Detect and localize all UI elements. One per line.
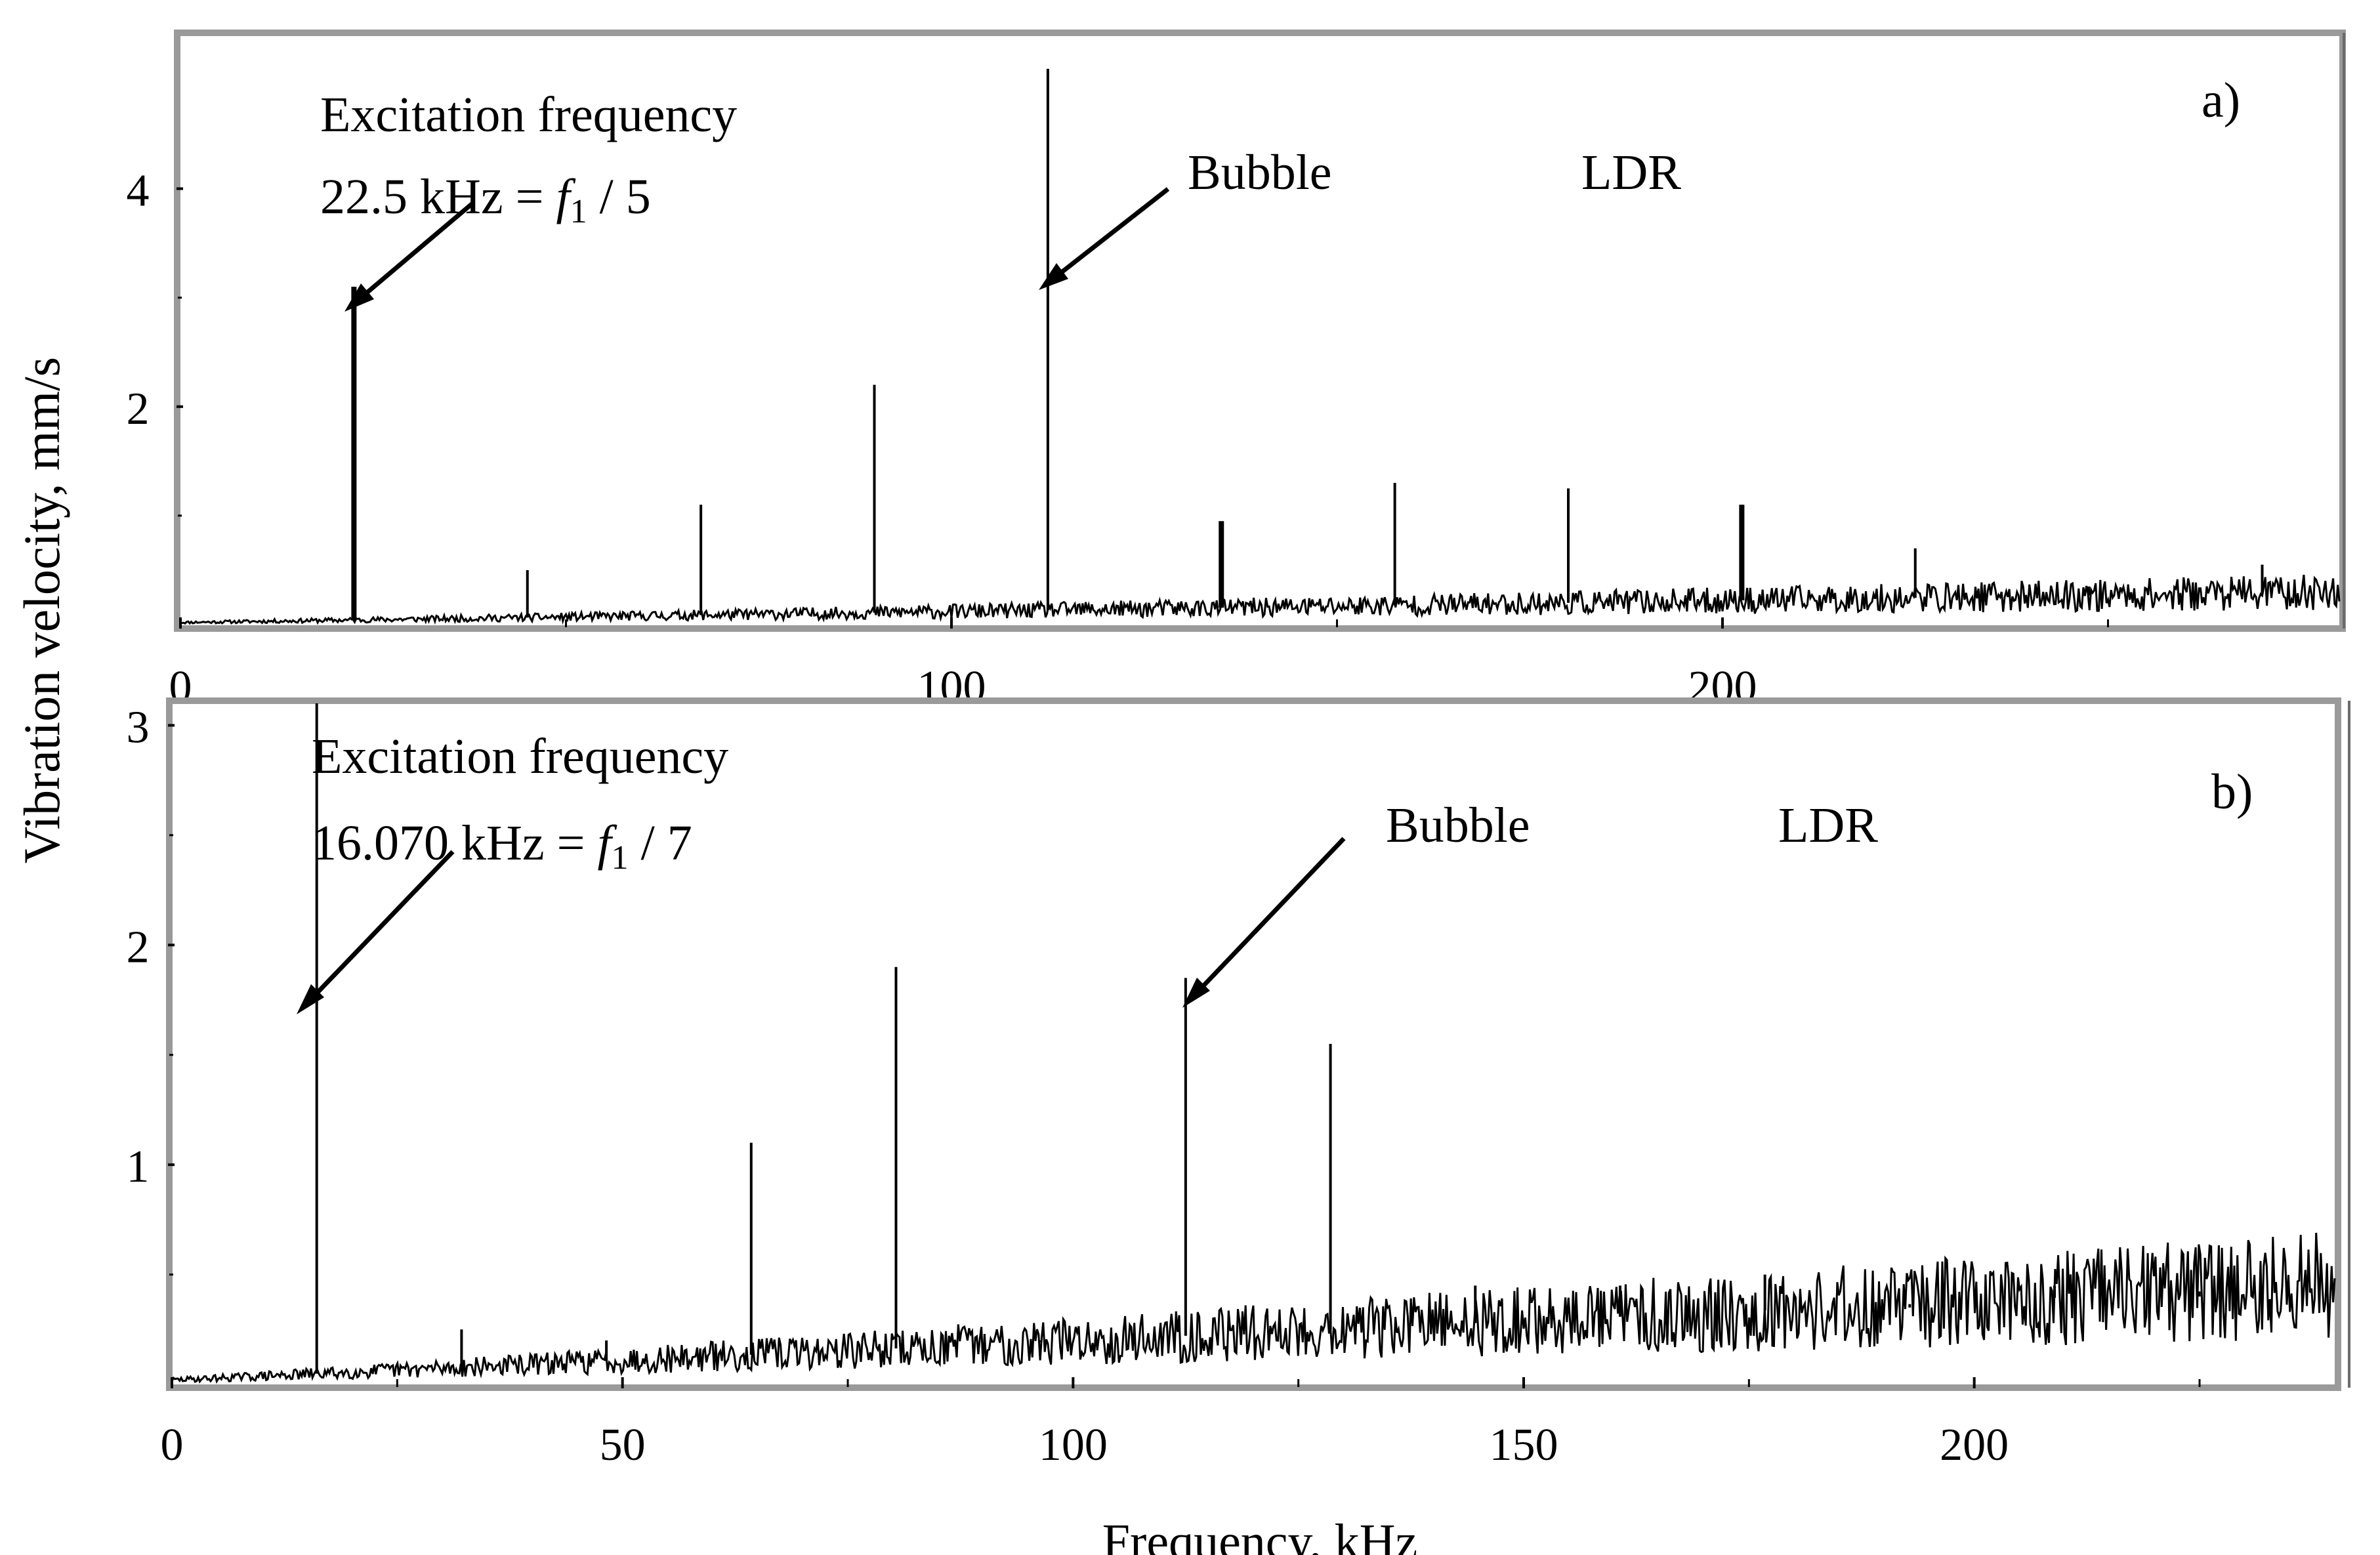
panel-a-bubble-arrowhead <box>1039 263 1068 290</box>
panel-a-x-tick-label: 100 <box>917 662 986 713</box>
panel-b-bubble-label: Bubble <box>1386 798 1530 853</box>
panel-a-spectrum <box>180 68 2341 625</box>
panel-a-x-axis: 0 100 200 <box>169 617 2109 713</box>
panel-b-y-tick-label: 3 <box>127 702 150 753</box>
panel-b-excitation-arrow-shaft <box>308 850 455 1003</box>
panel-b-x-tick-label: 150 <box>1490 1420 1558 1470</box>
panel-b-x-tick-label: 100 <box>1039 1420 1108 1470</box>
panel-a-excitation-arrowhead <box>344 283 374 312</box>
panel-a-excitation-value: 22.5 kHz = f1 / 5 <box>320 169 651 230</box>
panel-b-y-tick-label: 1 <box>127 1142 150 1192</box>
panel-a-annotations: Excitation frequency 22.5 kHz = f1 / 5 B… <box>320 73 2240 312</box>
panel-b-y-axis: 1 2 3 <box>127 702 175 1276</box>
panel-a-label: a) <box>2202 73 2240 128</box>
panel-a-bubble-label: Bubble <box>1188 145 1332 200</box>
panel-b-excitation-value-text: 16.070 kHz = <box>312 816 597 871</box>
panel-b-spectrum <box>171 703 2336 1384</box>
panel-b-bubble-arrow-shaft <box>1194 837 1346 996</box>
panel-a-y-tick-label: 2 <box>127 384 150 434</box>
panel-b-excitation-title: Excitation frequency <box>312 729 728 784</box>
panel-b-x-axis-label: Frequency, kHz <box>1102 1514 1417 1555</box>
panel-b-excitation-sub: 1 <box>612 839 629 877</box>
panel-b: 1 2 3 0 50 100 150 200 Excitation frequency 16… <box>127 697 2350 1555</box>
panel-a-excitation-arrow-shaft <box>356 201 474 302</box>
panel-b-y-tick-label: 2 <box>127 922 150 972</box>
panel-a-noise-floor <box>180 574 2341 625</box>
panel-b-x-tick-label: 50 <box>600 1420 646 1470</box>
panel-b-x-tick-label: 0 <box>161 1420 184 1470</box>
panel-b-label: b) <box>2211 764 2253 819</box>
panel-b-x-tick-label: 200 <box>1940 1420 2009 1470</box>
panel-a-excitation-sub: 1 <box>570 193 587 230</box>
panel-a: 24 0 100 200 Excitation frequency 22.5 kHz… <box>127 30 2346 713</box>
y-axis-label: Vibration velocity, mm/s <box>13 357 70 863</box>
panel-b-excitation-value: 16.070 kHz = f1 / 7 <box>312 816 692 877</box>
panel-a-y-tick-label: 4 <box>127 166 150 217</box>
panel-b-bubble-arrowhead <box>1182 978 1210 1008</box>
panel-b-frame <box>166 697 2341 1391</box>
panel-a-x-tick-label: 0 <box>169 662 192 713</box>
panel-a-excitation-value-text: 22.5 kHz = <box>320 169 556 224</box>
panel-b-x-axis: 0 50 100 150 200 <box>161 1377 2201 1470</box>
panel-b-excitation-tail: / 7 <box>629 816 692 871</box>
panel-b-noise-floor <box>171 1232 2336 1384</box>
panel-a-excitation-title: Excitation frequency <box>320 87 737 142</box>
panel-a-excitation-tail: / 5 <box>587 169 651 224</box>
panel-a-bubble-arrow-shaft <box>1051 187 1170 281</box>
panel-a-ldr-label: LDR <box>1581 145 1681 200</box>
panel-a-y-axis: 24 <box>127 166 183 517</box>
panel-b-ldr-label: LDR <box>1778 798 1878 853</box>
panel-b-excitation-arrowhead <box>297 984 324 1014</box>
panel-b-annotations: Excitation frequency 16.070 kHz = f1 / 7… <box>297 729 2253 1014</box>
panel-a-x-tick-label: 200 <box>1688 662 1757 713</box>
